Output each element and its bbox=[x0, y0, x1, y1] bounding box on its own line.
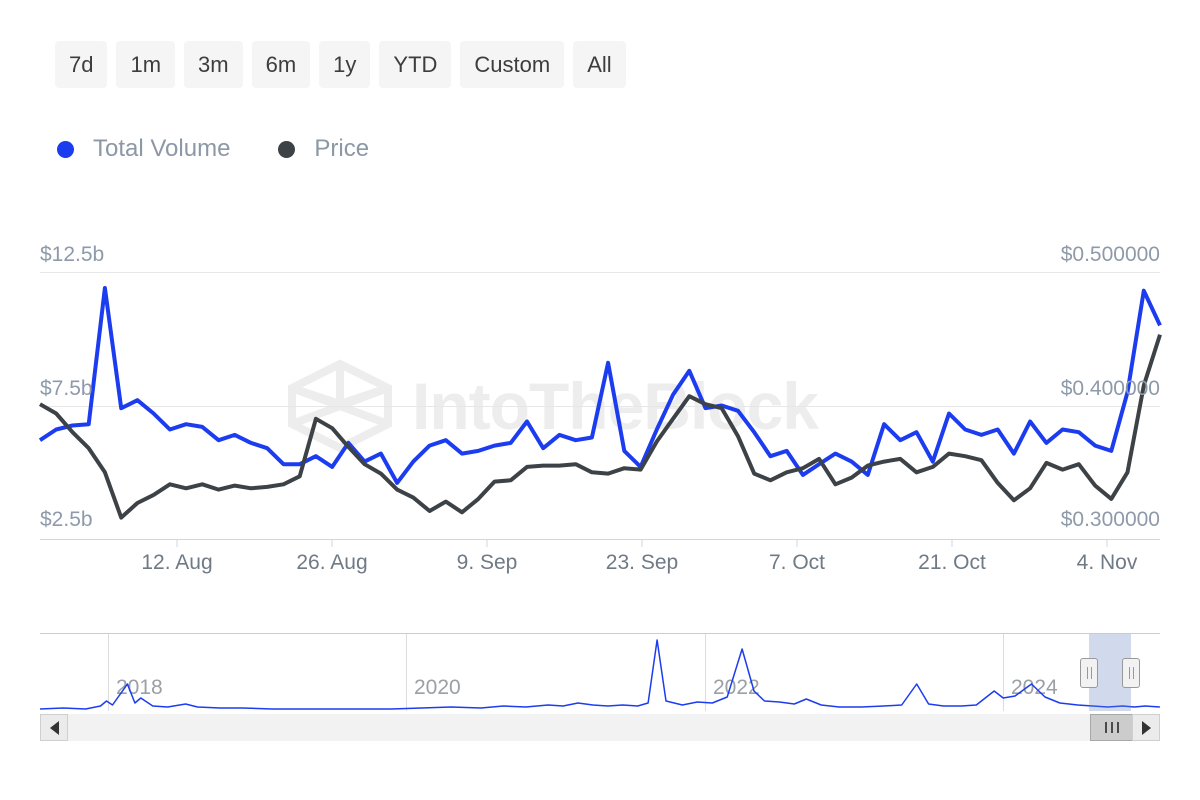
legend-item-price[interactable]: Price bbox=[278, 135, 369, 163]
navigator-gridline-2024 bbox=[1003, 634, 1004, 711]
legend-dot-volume-icon bbox=[57, 140, 74, 158]
range-button-all[interactable]: All bbox=[573, 41, 626, 88]
x-label-23-sep: 23. Sep bbox=[605, 551, 679, 574]
range-button-6m[interactable]: 6m bbox=[251, 41, 311, 88]
right-axis-label-0-3: $0.300000 bbox=[1060, 508, 1160, 531]
navigator-series-svg bbox=[40, 639, 1160, 710]
navigator-year-2020: 2020 bbox=[414, 676, 461, 699]
price-line[interactable] bbox=[39, 334, 1162, 520]
range-button-3m[interactable]: 3m bbox=[184, 41, 243, 88]
right-axis-label-0-4: $0.400000 bbox=[1060, 377, 1160, 400]
navigator-year-2022: 2022 bbox=[713, 676, 760, 699]
legend-item-total-volume[interactable]: Total Volume bbox=[57, 135, 230, 163]
scrollbar-track[interactable] bbox=[40, 714, 1160, 741]
scrollbar-right-button[interactable] bbox=[1132, 714, 1160, 741]
range-button-7d[interactable]: 7d bbox=[55, 41, 108, 88]
x-axis-ticks bbox=[176, 539, 1108, 547]
left-axis-label-7-5b: $7.5b bbox=[40, 377, 93, 400]
scrollbar-thumb[interactable] bbox=[1090, 714, 1133, 741]
navigator-handle-left[interactable] bbox=[1080, 658, 1098, 688]
right-axis-label-0-5: $0.500000 bbox=[1060, 243, 1160, 266]
range-button-1m[interactable]: 1m bbox=[116, 41, 176, 88]
range-selector: 7d 1m 3m 6m 1y YTD Custom All bbox=[55, 41, 626, 88]
x-label-26-aug: 26. Aug bbox=[296, 551, 368, 574]
left-axis-label-12-5b: $12.5b bbox=[40, 243, 105, 266]
navigator-gridline-2022 bbox=[705, 634, 706, 711]
legend-label-price: Price bbox=[314, 135, 370, 162]
left-axis-label-2-5b: $2.5b bbox=[40, 508, 93, 531]
x-label-12-aug: 12. Aug bbox=[141, 551, 213, 574]
navigator-year-2018: 2018 bbox=[116, 676, 163, 699]
triangle-right-icon bbox=[1141, 720, 1151, 735]
range-button-custom[interactable]: Custom bbox=[460, 41, 565, 88]
range-button-ytd[interactable]: YTD bbox=[379, 41, 452, 88]
navigator-gridline-2018 bbox=[108, 634, 109, 711]
main-plot-area[interactable]: IntoTheBlock bbox=[0, 200, 1200, 600]
navigator-gridline-2020 bbox=[406, 634, 407, 711]
navigator-volume-line bbox=[40, 639, 1160, 710]
legend-label-total-volume: Total Volume bbox=[93, 135, 231, 162]
x-label-4-nov: 4. Nov bbox=[1076, 551, 1138, 574]
main-chart-svg[interactable] bbox=[0, 200, 1200, 600]
triangle-left-icon bbox=[49, 720, 59, 735]
x-label-9-sep: 9. Sep bbox=[456, 551, 518, 574]
scrollbar-left-button[interactable] bbox=[40, 714, 68, 741]
total-volume-line[interactable] bbox=[38, 286, 1162, 485]
x-label-21-oct: 21. Oct bbox=[918, 551, 986, 574]
range-button-1y[interactable]: 1y bbox=[319, 41, 371, 88]
x-label-7-oct: 7. Oct bbox=[768, 551, 826, 574]
chart-legend: Total Volume Price bbox=[57, 135, 369, 163]
navigator-handle-right[interactable] bbox=[1122, 658, 1140, 688]
grip-lines-icon bbox=[1104, 722, 1107, 733]
navigator[interactable]: 2018 2020 2022 2024 bbox=[40, 633, 1160, 711]
legend-dot-price-icon bbox=[278, 140, 296, 158]
